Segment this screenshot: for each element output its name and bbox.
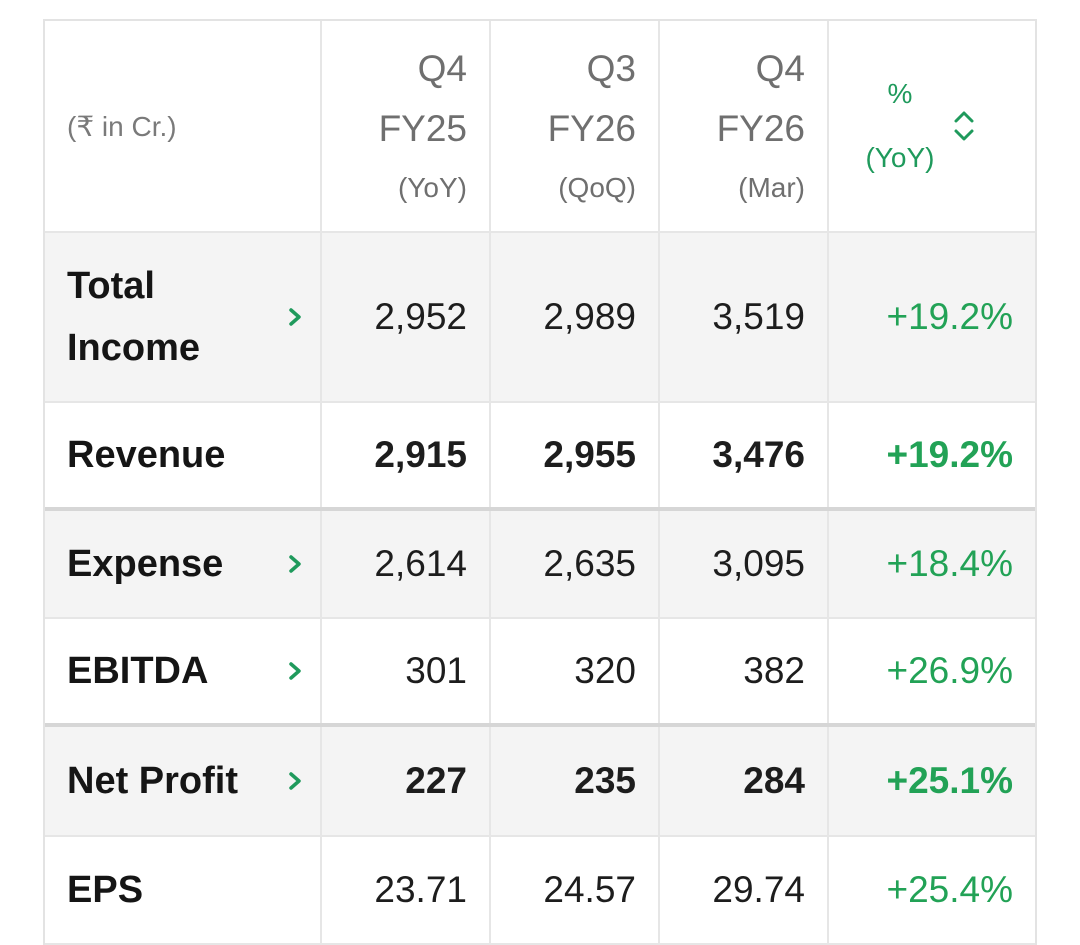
column-fy: FY26 — [716, 108, 805, 149]
value-cell: 301 — [322, 619, 491, 723]
value-cell: 382 — [660, 619, 829, 723]
chevron-right-icon[interactable] — [286, 659, 304, 683]
row-label-cell: EPS — [45, 837, 322, 943]
chevron-right-icon[interactable] — [286, 305, 304, 329]
table-row-ebitda[interactable]: EBITDA 301 320 382 +26.9% — [45, 619, 1035, 727]
value-cell: 2,989 — [491, 233, 660, 401]
value: 3,476 — [712, 434, 805, 475]
value: 2,952 — [374, 296, 467, 337]
value-cell: 23.71 — [322, 837, 491, 943]
row-label: EBITDA — [67, 650, 209, 692]
table-header: (₹ in Cr.) Q4 FY25 (YoY) Q3 FY26 (QoQ) Q… — [45, 21, 1035, 233]
value: 227 — [405, 760, 467, 801]
value-cell: 29.74 — [660, 837, 829, 943]
value: 2,989 — [543, 296, 636, 337]
value: 284 — [743, 760, 805, 801]
table-row-expense[interactable]: Expense 2,614 2,635 3,095 +18.4% — [45, 511, 1035, 619]
value: 301 — [405, 650, 467, 691]
value: 320 — [574, 650, 636, 691]
table-row-eps: EPS 23.71 24.57 29.74 +25.4% — [45, 837, 1035, 945]
row-label: EPS — [67, 869, 144, 911]
pct-change: +25.1% — [886, 760, 1013, 801]
sort-updown-icon[interactable] — [951, 108, 977, 144]
pct-cell: +19.2% — [829, 403, 1035, 507]
chevron-right-icon[interactable] — [286, 769, 304, 793]
pct-label: % — [887, 78, 913, 109]
chevron-right-icon[interactable] — [286, 552, 304, 576]
value: 235 — [574, 760, 636, 801]
table-row-net-profit[interactable]: Net Profit 227 235 284 +25.1% — [45, 727, 1035, 837]
column-header-q4fy25: Q4 FY25 (YoY) — [322, 21, 491, 231]
row-label: Total — [67, 265, 155, 307]
pct-change: +19.2% — [886, 296, 1013, 337]
value: 2,614 — [374, 543, 467, 584]
column-sub: (Mar) — [738, 172, 805, 203]
value-cell: 3,519 — [660, 233, 829, 401]
pct-sub: (YoY) — [865, 142, 935, 173]
row-label: Income — [67, 327, 201, 369]
table-row-total-income[interactable]: Total Income 2,952 2,989 3,519 +19.2% — [45, 233, 1035, 403]
column-sub: (QoQ) — [558, 172, 636, 203]
pct-change: +26.9% — [886, 650, 1013, 691]
row-label: Expense — [67, 543, 224, 585]
value-cell: 2,952 — [322, 233, 491, 401]
unit-cell: (₹ in Cr.) — [45, 21, 322, 231]
value-cell: 2,955 — [491, 403, 660, 507]
value-cell: 227 — [322, 727, 491, 835]
value: 29.74 — [712, 869, 805, 910]
column-header-q3fy26: Q3 FY26 (QoQ) — [491, 21, 660, 231]
column-fy: FY25 — [378, 108, 467, 149]
row-label-cell: Net Profit — [45, 727, 322, 835]
value: 382 — [743, 650, 805, 691]
row-label-cell: Expense — [45, 511, 322, 617]
column-fy: FY26 — [547, 108, 636, 149]
pct-cell: +26.9% — [829, 619, 1035, 723]
row-label-cell: EBITDA — [45, 619, 322, 723]
value: 2,635 — [543, 543, 636, 584]
value: 23.71 — [374, 869, 467, 910]
column-quarter: Q4 — [755, 48, 805, 89]
row-label-cell: Total Income — [45, 233, 322, 401]
value: 3,095 — [712, 543, 805, 584]
financials-table: (₹ in Cr.) Q4 FY25 (YoY) Q3 FY26 (QoQ) Q… — [43, 19, 1037, 945]
pct-change: +25.4% — [886, 869, 1013, 910]
pct-yoy-sort-header[interactable]: % (YoY) — [829, 21, 1035, 231]
value: 2,955 — [543, 434, 636, 475]
value-cell: 320 — [491, 619, 660, 723]
pct-cell: +18.4% — [829, 511, 1035, 617]
pct-change: +19.2% — [886, 434, 1013, 475]
pct-cell: +25.1% — [829, 727, 1035, 835]
table-row-revenue: Revenue 2,915 2,955 3,476 +19.2% — [45, 403, 1035, 511]
row-label-cell: Revenue — [45, 403, 322, 507]
unit-label: (₹ in Cr.) — [67, 110, 177, 142]
pct-change: +18.4% — [886, 543, 1013, 584]
pct-cell: +25.4% — [829, 837, 1035, 943]
column-quarter: Q4 — [417, 48, 467, 89]
value-cell: 235 — [491, 727, 660, 835]
value-cell: 284 — [660, 727, 829, 835]
value-cell: 3,476 — [660, 403, 829, 507]
value-cell: 2,635 — [491, 511, 660, 617]
column-quarter: Q3 — [586, 48, 636, 89]
value-cell: 24.57 — [491, 837, 660, 943]
value-cell: 3,095 — [660, 511, 829, 617]
column-sub: (YoY) — [397, 172, 467, 203]
value: 24.57 — [543, 869, 636, 910]
value: 2,915 — [374, 434, 467, 475]
column-header-q4fy26: Q4 FY26 (Mar) — [660, 21, 829, 231]
row-label: Revenue — [67, 434, 226, 476]
value-cell: 2,614 — [322, 511, 491, 617]
pct-cell: +19.2% — [829, 233, 1035, 401]
value-cell: 2,915 — [322, 403, 491, 507]
value: 3,519 — [712, 296, 805, 337]
row-label: Net Profit — [67, 760, 238, 802]
